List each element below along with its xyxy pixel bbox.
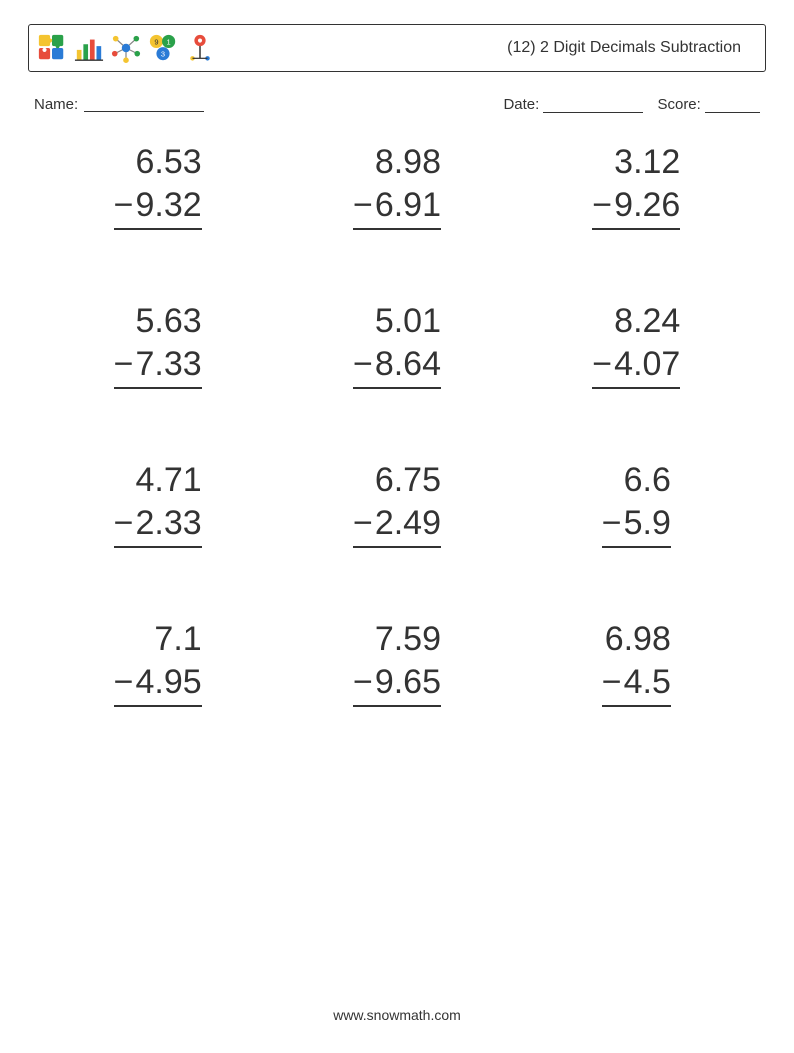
minus-sign: −	[592, 345, 612, 383]
footer-source: www.snowmath.com	[0, 1007, 794, 1023]
minus-sign: −	[114, 345, 134, 383]
problem-body: 8.24−4.07	[592, 300, 680, 389]
minuend: 6.98	[602, 618, 671, 661]
date-label: Date:	[503, 96, 539, 113]
meta-name: Name:	[34, 96, 204, 113]
minuend: 7.1	[114, 618, 202, 661]
header-box: 9 1 3 (12) 2 Digit Decimals Subtraction	[28, 24, 766, 72]
problem-body: 5.01−8.64	[353, 300, 441, 389]
minuend: 3.12	[592, 141, 680, 184]
problem-3: 3.12−9.26	[537, 141, 736, 230]
minus-sign: −	[353, 186, 373, 224]
minuend: 4.71	[114, 459, 202, 502]
puzzle-icon	[37, 33, 67, 63]
worksheet-title: (12) 2 Digit Decimals Subtraction	[507, 39, 741, 57]
problem-body: 6.75−2.49	[353, 459, 441, 548]
minuend: 5.01	[353, 300, 441, 343]
subtrahend-row: −8.64	[353, 343, 441, 390]
subtrahend: 9.32	[136, 186, 202, 224]
minuend: 8.98	[353, 141, 441, 184]
problem-10: 7.1−4.95	[58, 618, 257, 707]
bar-chart-icon	[74, 33, 104, 63]
name-label: Name:	[34, 96, 78, 113]
subtrahend-row: −9.26	[592, 184, 680, 231]
minus-sign: −	[114, 504, 134, 542]
minuend: 7.59	[353, 618, 441, 661]
minuend: 6.75	[353, 459, 441, 502]
meta-date: Date:	[503, 96, 643, 113]
subtrahend: 4.5	[624, 663, 671, 701]
subtrahend: 9.26	[614, 186, 680, 224]
problem-body: 8.98−6.91	[353, 141, 441, 230]
problem-4: 5.63−7.33	[58, 300, 257, 389]
header-icon-strip: 9 1 3	[37, 33, 215, 63]
problem-body: 7.1−4.95	[114, 618, 202, 707]
number-blocks-icon: 9 1 3	[148, 33, 178, 63]
subtrahend-row: −4.95	[114, 661, 202, 708]
svg-text:3: 3	[161, 49, 165, 58]
problem-body: 6.98−4.5	[602, 618, 671, 707]
svg-text:9: 9	[154, 37, 158, 46]
score-blank[interactable]	[705, 99, 760, 113]
problem-6: 8.24−4.07	[537, 300, 736, 389]
minus-sign: −	[592, 186, 612, 224]
subtrahend-row: −6.91	[353, 184, 441, 231]
problem-body: 6.53−9.32	[114, 141, 202, 230]
subtrahend: 2.49	[375, 504, 441, 542]
problem-body: 7.59−9.65	[353, 618, 441, 707]
worksheet-page: 9 1 3 (12) 2 Digit Decimals Subtraction …	[0, 0, 794, 1053]
problem-11: 7.59−9.65	[297, 618, 496, 707]
subtrahend: 6.91	[375, 186, 441, 224]
minus-sign: −	[114, 663, 134, 701]
subtrahend: 7.33	[136, 345, 202, 383]
subtrahend-row: −5.9	[602, 502, 671, 549]
minus-sign: −	[602, 504, 622, 542]
subtrahend: 5.9	[624, 504, 671, 542]
score-label: Score:	[657, 96, 700, 113]
minuend: 5.63	[114, 300, 202, 343]
date-blank[interactable]	[543, 99, 643, 113]
minuend: 8.24	[592, 300, 680, 343]
subtrahend: 4.95	[136, 663, 202, 701]
minus-sign: −	[353, 504, 373, 542]
subtrahend: 8.64	[375, 345, 441, 383]
minus-sign: −	[353, 663, 373, 701]
problems-grid: 6.53−9.328.98−6.913.12−9.265.63−7.335.01…	[28, 141, 766, 707]
minus-sign: −	[114, 186, 134, 224]
subtrahend-row: −2.49	[353, 502, 441, 549]
network-icon	[111, 33, 141, 63]
map-pin-icon	[185, 33, 215, 63]
meta-score: Score:	[657, 96, 760, 113]
subtrahend: 4.07	[614, 345, 680, 383]
problem-12: 6.98−4.5	[537, 618, 736, 707]
minus-sign: −	[353, 345, 373, 383]
svg-text:1: 1	[167, 37, 171, 46]
subtrahend-row: −4.5	[602, 661, 671, 708]
minuend: 6.6	[602, 459, 671, 502]
problem-9: 6.6−5.9	[537, 459, 736, 548]
problem-7: 4.71−2.33	[58, 459, 257, 548]
problem-5: 5.01−8.64	[297, 300, 496, 389]
meta-row: Name: Date: Score:	[34, 96, 760, 113]
subtrahend-row: −9.65	[353, 661, 441, 708]
problem-1: 6.53−9.32	[58, 141, 257, 230]
problem-body: 5.63−7.33	[114, 300, 202, 389]
subtrahend-row: −9.32	[114, 184, 202, 231]
subtrahend-row: −4.07	[592, 343, 680, 390]
problem-2: 8.98−6.91	[297, 141, 496, 230]
subtrahend: 2.33	[136, 504, 202, 542]
problem-body: 6.6−5.9	[602, 459, 671, 548]
subtrahend-row: −2.33	[114, 502, 202, 549]
subtrahend-row: −7.33	[114, 343, 202, 390]
problem-body: 4.71−2.33	[114, 459, 202, 548]
problem-body: 3.12−9.26	[592, 141, 680, 230]
minuend: 6.53	[114, 141, 202, 184]
problem-8: 6.75−2.49	[297, 459, 496, 548]
minus-sign: −	[602, 663, 622, 701]
subtrahend: 9.65	[375, 663, 441, 701]
name-blank[interactable]	[84, 98, 204, 112]
